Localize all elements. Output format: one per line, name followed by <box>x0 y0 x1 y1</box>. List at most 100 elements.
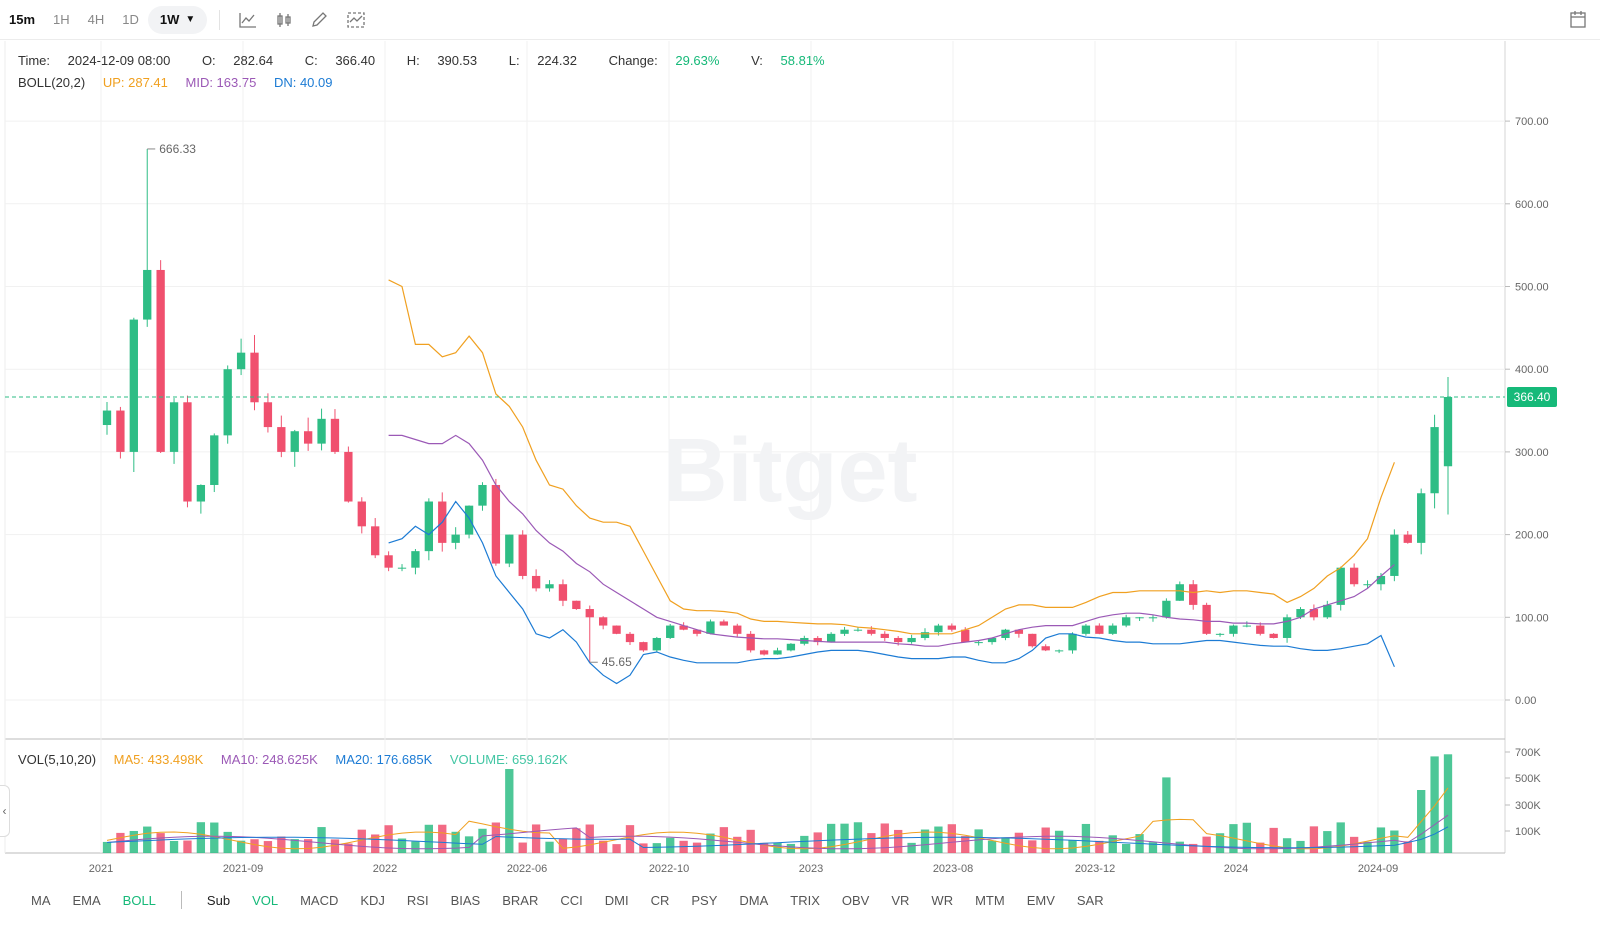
timeframe-1d[interactable]: 1D <box>122 11 139 27</box>
vol-ma5-line <box>106 787 1449 850</box>
timeframe-1h[interactable]: 1H <box>53 11 70 27</box>
sub-indicator-dmi[interactable]: DMI <box>604 892 629 908</box>
vol-name: VOL(5,10,20) <box>18 752 97 767</box>
volume-bar <box>934 826 943 853</box>
candle-body <box>692 629 702 634</box>
pencil-icon[interactable] <box>302 6 338 34</box>
volume-bar <box>800 835 809 853</box>
chart-area[interactable]: 700.00 600.00 500.00 400.00 300.00 200.00 100.… <box>0 41 1600 881</box>
candle-body <box>102 410 112 426</box>
volume-bar <box>518 842 527 853</box>
candle-body <box>1376 575 1386 585</box>
volume-bar <box>1068 840 1077 853</box>
candle-body <box>545 584 554 589</box>
sub-indicator-sar[interactable]: SAR <box>1076 892 1104 908</box>
candle-body <box>773 650 782 655</box>
candle-body <box>1054 650 1064 652</box>
sub-indicator-wr[interactable]: WR <box>931 892 954 908</box>
candle-body <box>947 625 956 630</box>
volume-bar <box>1390 830 1399 853</box>
x-axis-label: 2022-10 <box>649 863 689 875</box>
indicator-boll[interactable]: BOLL <box>122 892 156 908</box>
candle-body <box>719 621 729 626</box>
indicator-icon[interactable] <box>338 6 374 34</box>
time-label: Time: <box>18 53 51 68</box>
vol-ma20-line <box>106 826 1449 849</box>
high-value: 390.53 <box>437 53 478 68</box>
candle-body <box>1081 625 1091 634</box>
volume-bar <box>558 838 568 853</box>
volume-bar <box>236 840 246 853</box>
indicator-ma[interactable]: MA <box>31 892 51 908</box>
candle-body <box>344 451 353 502</box>
vol-ma20-value: MA20: 176.685K <box>335 752 433 767</box>
kline-chart[interactable]: 700.00 600.00 500.00 400.00 300.00 200.00 100.… <box>0 41 1600 881</box>
sub-indicator-brar[interactable]: BRAR <box>502 892 539 908</box>
toolbar-divider <box>219 9 221 30</box>
candle-body <box>223 369 232 436</box>
volume-bar <box>344 843 353 853</box>
sub-indicator-kdj[interactable]: KDJ <box>360 892 385 908</box>
sub-indicator-mtm[interactable]: MTM <box>975 892 1005 908</box>
volume-bar <box>759 842 769 853</box>
volume-bar <box>156 833 165 853</box>
calendar-icon[interactable] <box>1570 10 1586 33</box>
volume-bar <box>1095 840 1104 853</box>
current-price-label: 366.40 <box>1514 390 1551 404</box>
volume-bar <box>330 839 340 853</box>
volume-bar <box>867 833 876 853</box>
volume-bar <box>1430 756 1439 853</box>
vol-ma10-line <box>106 814 1449 850</box>
volume-bar <box>840 823 849 853</box>
candle-body <box>143 269 152 320</box>
sub-indicator-bias[interactable]: BIAS <box>450 892 481 908</box>
volume-bar <box>947 824 956 853</box>
candle-body <box>1296 609 1305 618</box>
volume-bar <box>196 822 206 853</box>
volume-bar <box>706 833 715 853</box>
sub-indicator-cci[interactable]: CCI <box>560 892 583 908</box>
volume-bar <box>666 837 675 853</box>
volume-bar <box>1443 754 1453 853</box>
candle-body <box>156 269 165 452</box>
x-axis-label: 2023-08 <box>933 863 973 875</box>
volume-bar <box>1202 836 1211 853</box>
y-axis-label: 100.00 <box>1515 612 1549 624</box>
sub-indicator-macd[interactable]: MACD <box>300 892 339 908</box>
indicator-ema[interactable]: EMA <box>72 892 101 908</box>
candle-body <box>706 621 715 634</box>
open-label: O: <box>201 53 216 68</box>
candle-body <box>1041 646 1050 651</box>
candle-body <box>491 484 501 564</box>
sub-indicator-emv[interactable]: EMV <box>1026 892 1055 908</box>
candle-body <box>424 501 433 552</box>
sub-indicator-rsi[interactable]: RSI <box>406 892 429 908</box>
candle-body <box>666 625 675 638</box>
sub-indicator-psy[interactable]: PSY <box>691 892 718 908</box>
y-axis-label: 600.00 <box>1515 199 1549 211</box>
candlestick-icon[interactable] <box>266 6 302 34</box>
timeframe-15m[interactable]: 15m <box>9 11 36 27</box>
timeframe-dropdown[interactable]: 1W ▼ <box>147 5 208 34</box>
sub-indicator-vol[interactable]: VOL <box>252 892 279 908</box>
volume-bar <box>1041 827 1050 853</box>
candle-body <box>518 534 527 576</box>
sub-indicator-dma[interactable]: DMA <box>739 892 769 908</box>
candle-body <box>625 633 635 643</box>
volume-bar <box>961 836 970 853</box>
volume-bar <box>438 824 447 853</box>
candle-body <box>451 534 460 543</box>
volume-bar <box>746 829 755 853</box>
volume-bar <box>143 826 152 853</box>
candle-body <box>679 625 688 630</box>
sub-indicator-vr[interactable]: VR <box>891 892 910 908</box>
timeframe-4h[interactable]: 4H <box>87 11 105 27</box>
candle-body <box>920 632 930 638</box>
sub-indicator-obv[interactable]: OBV <box>841 892 870 908</box>
sub-indicator-cr[interactable]: CR <box>650 892 670 908</box>
sub-indicator-trix[interactable]: TRIX <box>790 892 820 908</box>
collapse-panel-button[interactable]: ‹ <box>0 785 10 837</box>
volume-bar <box>987 840 997 853</box>
line-chart-icon[interactable] <box>230 6 266 34</box>
low-value: 224.32 <box>537 53 577 68</box>
